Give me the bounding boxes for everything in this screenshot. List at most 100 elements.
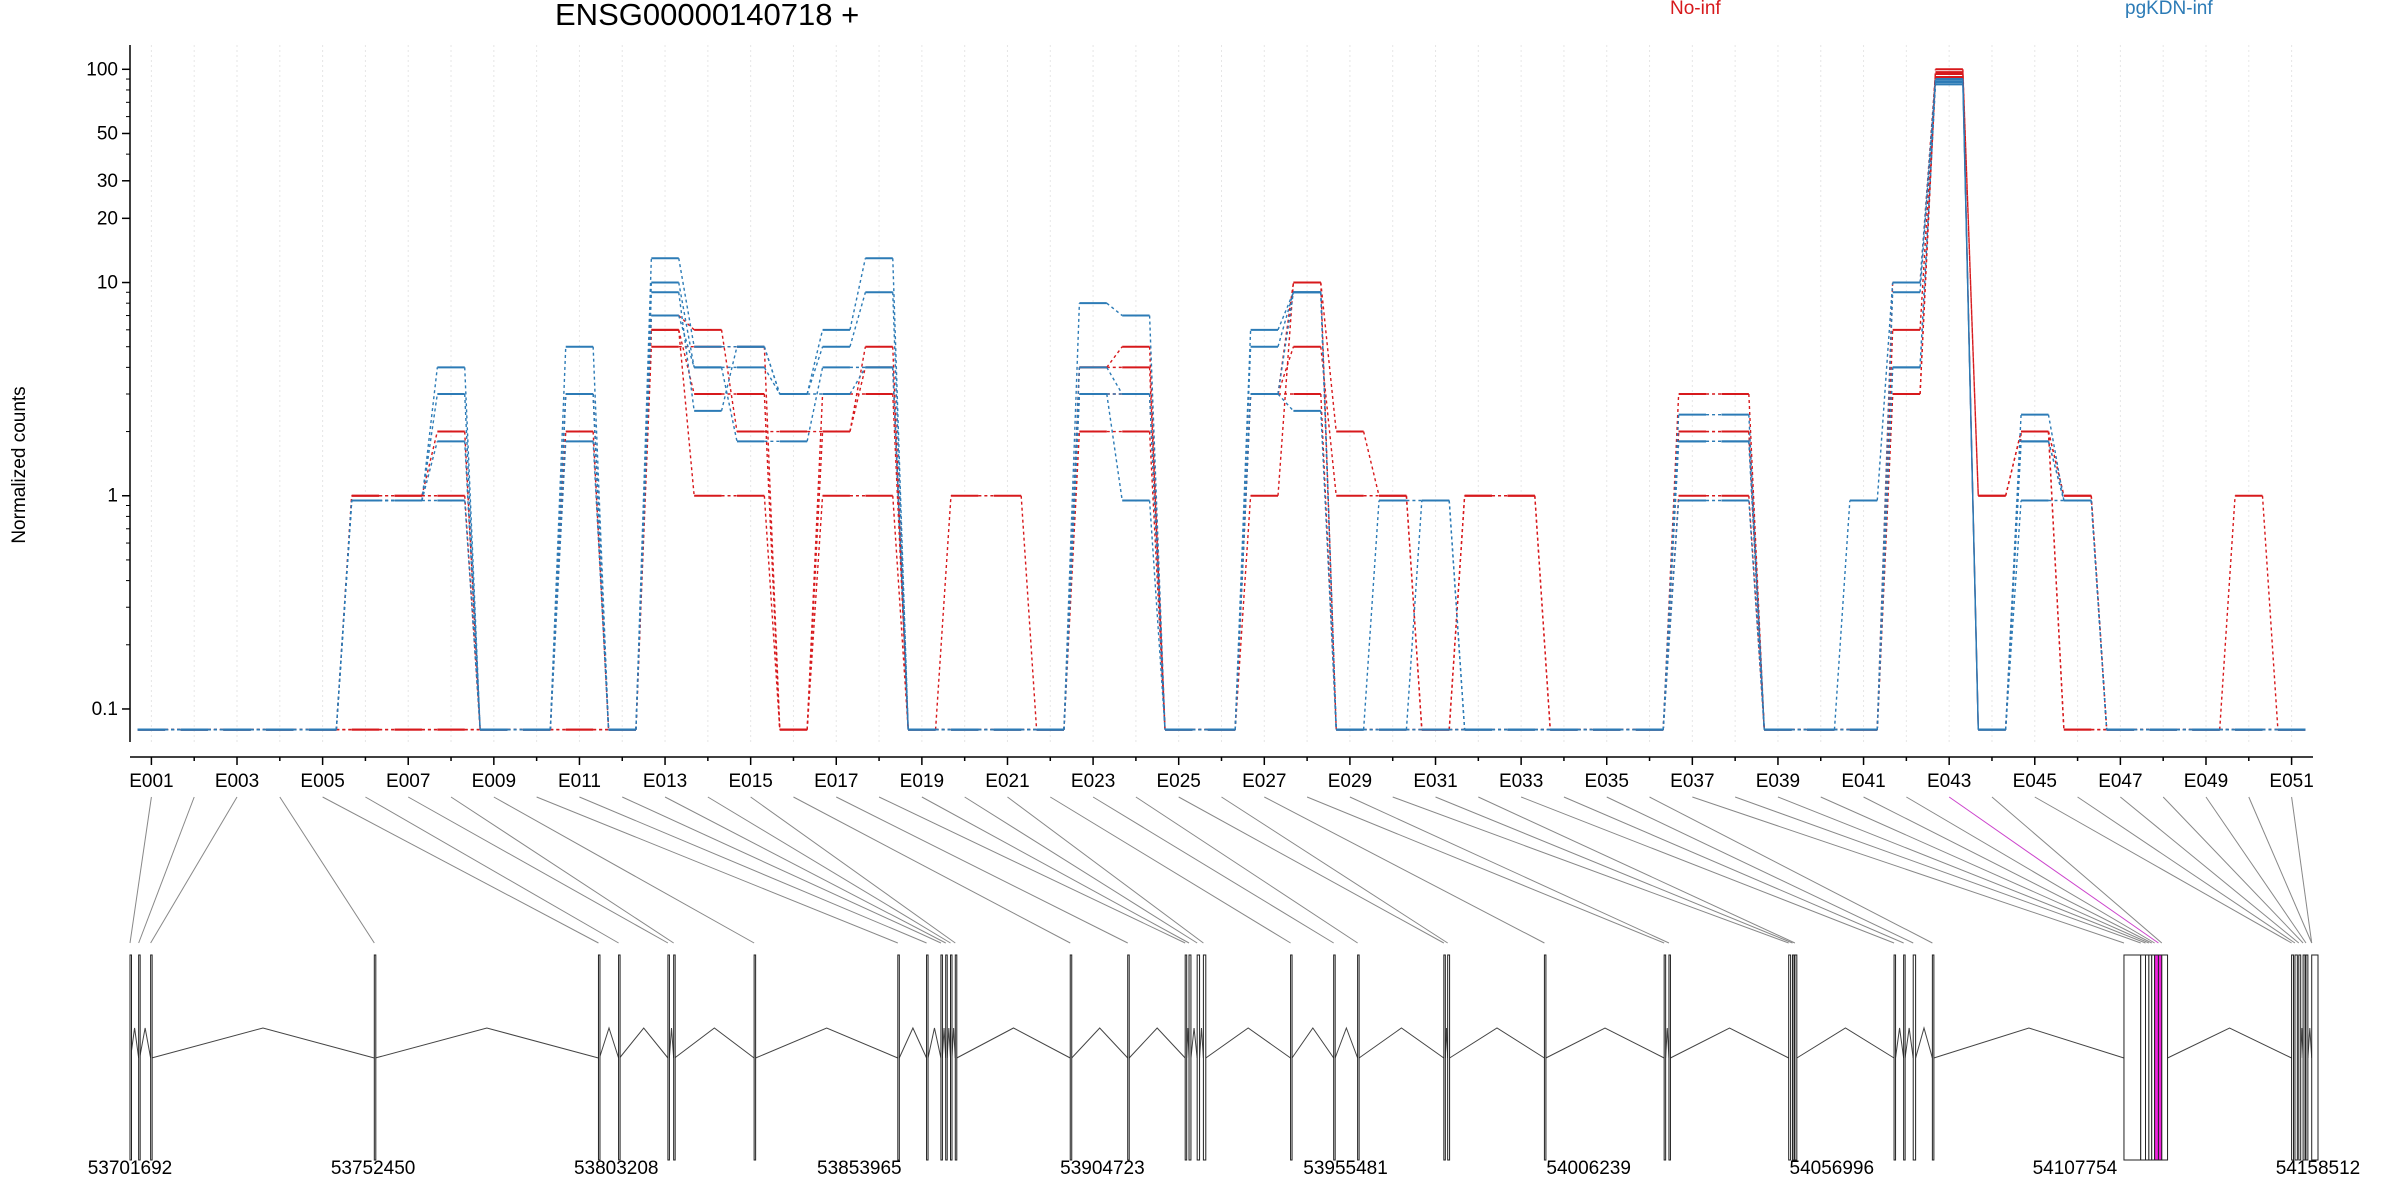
intron (674, 1027, 755, 1059)
exon-mapping-line (1906, 796, 2155, 944)
exon-mapping-line (1306, 796, 1665, 944)
y-tick-label: 30 (97, 171, 118, 192)
exon-mapping-line (2248, 796, 2313, 944)
series-lines (137, 68, 2306, 731)
exon-connector-line (849, 292, 867, 347)
exon-connector-line (1362, 500, 1380, 730)
exon-connector-line (892, 367, 909, 730)
exon-box (2294, 954, 2298, 1161)
exon-mapping-line (1520, 796, 1895, 944)
chart-title: ENSG00000140718 + (555, 0, 859, 32)
exon-mapping-line (921, 796, 1190, 944)
exon-connector-line (806, 346, 824, 395)
exon-connector-line (1748, 414, 1765, 730)
exon-box (1290, 954, 1293, 1161)
exon-box (1357, 954, 1360, 1161)
exon-connector-line (1277, 346, 1295, 395)
exon-connector-line (2004, 500, 2022, 730)
exon-box (897, 954, 900, 1161)
intron (1334, 1026, 1359, 1059)
exon-connector-line (678, 282, 695, 368)
exon-connector-line (763, 393, 781, 730)
y-tick-label: 100 (86, 59, 118, 80)
exon-connector-line (1662, 441, 1680, 730)
x-tick-label: E031 (1413, 771, 1457, 792)
coordinate-label: 53904723 (1060, 1158, 1145, 1179)
exon-connector-line (1106, 367, 1123, 395)
exon-box (940, 954, 943, 1161)
exon-mapping-line (707, 796, 951, 944)
exon-mapping-line (129, 796, 152, 944)
exon-connector-line (1320, 393, 1337, 730)
exon-box (2154, 954, 2159, 1161)
exon-box (2123, 954, 2142, 1161)
exon-connector-line (1063, 303, 1081, 730)
exon-connector-line (1277, 282, 1295, 496)
exon-connector-line (1106, 346, 1123, 368)
x-tick-label: E001 (129, 771, 173, 792)
legend-pgkdn-inf: pgKDN-inf (2125, 0, 2213, 19)
exon-connector-line (806, 431, 824, 730)
exon-connector-line (1234, 346, 1252, 730)
exon-box (1663, 954, 1667, 1161)
intron (927, 1027, 942, 1059)
exon-box (1912, 954, 1917, 1161)
x-tick-label: E029 (1328, 771, 1372, 792)
gene-model (129, 954, 2319, 1161)
intron (1199, 1027, 1204, 1059)
exon-mapping-line (150, 796, 238, 944)
exon-connector-line (592, 441, 610, 730)
exon-connector-line (2047, 441, 2065, 501)
exon-mapping-line (622, 796, 942, 944)
exon-mapping-line (493, 796, 755, 944)
x-tick-label: E051 (2269, 771, 2313, 792)
exon-box (753, 954, 757, 1161)
intron (619, 1027, 669, 1059)
exon-mapping-line (1991, 796, 2163, 944)
x-tick-label: E041 (1841, 771, 1885, 792)
x-tick-label: E049 (2184, 771, 2228, 792)
exon-box (1903, 954, 1906, 1161)
exon-connector-line (2261, 495, 2279, 730)
exon-mapping-line (2120, 796, 2300, 944)
exon-connector-line (1876, 282, 1894, 501)
exon-connector-line (1833, 500, 1851, 730)
intron (1915, 1026, 1933, 1059)
exon-connector-line (1748, 500, 1765, 730)
x-tick-label: E033 (1499, 771, 1543, 792)
exon-box (1931, 954, 1935, 1161)
exon-connector-line (2047, 414, 2065, 501)
exon-mapping-line (1863, 796, 2152, 944)
exon-mapping-line (750, 796, 956, 944)
coordinate-axis: 53701692 53752450 53803208 53853965 53904723… (88, 1158, 2361, 1179)
intron (139, 1027, 152, 1059)
exon-connector-line (421, 393, 439, 501)
exon-connector-line (1320, 292, 1337, 730)
exon-box (1069, 954, 1073, 1161)
y-tick-label: 10 (97, 273, 118, 294)
x-tick-label: E019 (900, 771, 944, 792)
exon-mapping-line (1264, 796, 1545, 944)
exon-connector-line (635, 315, 653, 730)
exon-box (1188, 954, 1192, 1161)
exon-mapping-line (2034, 796, 2292, 944)
exon-box (1893, 954, 1897, 1161)
exon-mapping-line (279, 796, 375, 944)
exon-connector-line (1919, 72, 1937, 330)
exon-mapping-line (407, 796, 669, 944)
exon-mapping-line (1135, 796, 1358, 944)
exon-connector-line (464, 393, 481, 730)
gridlines (150, 45, 2293, 742)
exon-box (1202, 954, 1207, 1161)
x-tick-label: E025 (1157, 771, 1201, 792)
exon-connector-line (1748, 441, 1765, 730)
intron (898, 1026, 928, 1059)
exon-connector-line (849, 367, 867, 432)
x-tick-label: E047 (2098, 771, 2142, 792)
exon-box (1333, 954, 1336, 1161)
x-tick-label: E023 (1071, 771, 1115, 792)
exon-connector-line (1148, 500, 1166, 730)
intron (375, 1027, 599, 1059)
exon-mapping-line (1820, 796, 2150, 944)
exon-box (2302, 954, 2306, 1161)
